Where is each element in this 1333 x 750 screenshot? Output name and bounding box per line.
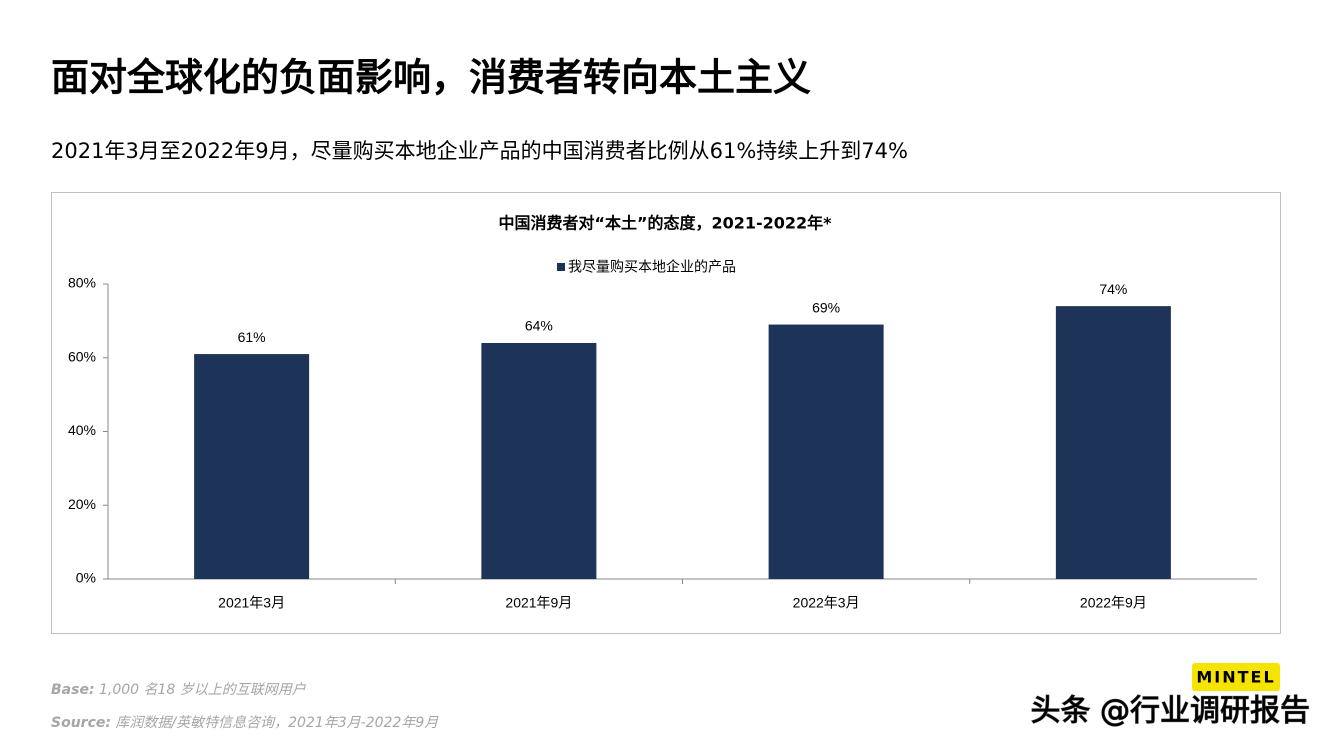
data-label: 61% [238,329,266,345]
bar [1055,306,1171,579]
y-tick-label: 80% [68,275,96,291]
data-label: 64% [525,318,553,334]
logo: MINTEL [1196,668,1275,687]
base-text: 1,000 名18 岁以上的互联网用户 [99,682,307,698]
x-tick-label: 2022年9月 [1080,595,1147,611]
data-label: 69% [812,299,840,315]
legend-swatch [557,263,565,271]
chart-frame [51,192,1281,634]
watermark: 头条 @行业调研报告 [1030,694,1310,729]
y-tick-label: 40% [68,422,96,438]
slide-subtitle: 2021年3月至2022年9月，尽量购买本地企业产品的中国消费者比例从61%持续… [51,139,908,163]
base-note: Base: 1,000 名18 岁以上的互联网用户 [51,682,307,698]
source-text: 库润数据/英敏特信息咨询，2021年3月-2022年9月 [115,715,439,731]
base-label: Base: [51,682,95,698]
x-tick-label: 2021年3月 [218,595,285,611]
bar [768,324,884,579]
x-tick-label: 2021年9月 [505,595,572,611]
chart-title: 中国消费者对“本土”的态度，2021-2022年* [498,214,832,233]
bar [194,354,310,579]
y-tick-label: 60% [68,348,96,364]
source-label: Source: [51,715,111,731]
data-label: 74% [1099,281,1127,297]
bar [481,343,597,579]
legend-label: 我尽量购买本地企业的产品 [568,259,736,275]
x-tick-label: 2022年3月 [793,595,860,611]
source-note: Source: 库润数据/英敏特信息咨询，2021年3月-2022年9月 [51,715,439,731]
y-tick-label: 20% [68,496,96,512]
logo-box [1192,663,1280,691]
slide-title: 面对全球化的负面影响，消费者转向本土主义 [51,56,811,100]
y-tick-label: 0% [76,570,96,586]
